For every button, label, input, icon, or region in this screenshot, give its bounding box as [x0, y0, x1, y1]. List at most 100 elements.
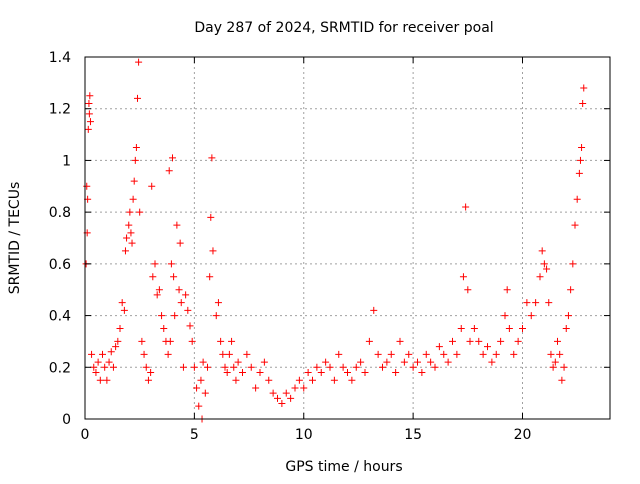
- data-point: [173, 221, 181, 229]
- data-point: [554, 337, 561, 345]
- data-point: [149, 273, 157, 281]
- data-point: [260, 358, 268, 366]
- data-point: [409, 363, 417, 371]
- data-point: [549, 363, 557, 371]
- data-point: [86, 118, 94, 126]
- data-point: [497, 337, 505, 345]
- data-point: [488, 358, 496, 366]
- data-point: [405, 350, 413, 358]
- data-point: [85, 100, 93, 108]
- data-point: [453, 350, 461, 358]
- data-point: [580, 84, 588, 92]
- data-point: [83, 182, 91, 190]
- data-point: [392, 368, 400, 376]
- data-point: [228, 337, 236, 345]
- data-point: [466, 337, 474, 345]
- data-point: [475, 337, 483, 345]
- data-point: [209, 247, 217, 255]
- data-point: [484, 343, 491, 351]
- data-point: [265, 376, 273, 384]
- data-point: [243, 350, 251, 358]
- data-point: [335, 350, 343, 358]
- data-point: [457, 325, 465, 332]
- data-point: [199, 358, 207, 366]
- data-point: [153, 291, 161, 299]
- data-point: [147, 368, 155, 376]
- data-point: [519, 325, 526, 332]
- data-point: [396, 337, 404, 345]
- data-point: [123, 234, 131, 242]
- data-point: [193, 384, 201, 392]
- y-tick-label: 0.6: [49, 257, 71, 273]
- data-point: [126, 208, 134, 216]
- data-point: [230, 363, 238, 371]
- y-tick-label: 1.2: [49, 102, 71, 118]
- data-point: [114, 337, 122, 345]
- data-point: [195, 402, 203, 410]
- data-point: [221, 363, 229, 371]
- data-point: [131, 156, 139, 164]
- data-point: [188, 337, 196, 345]
- data-point: [136, 208, 144, 216]
- data-point: [223, 368, 231, 376]
- data-point: [291, 384, 299, 392]
- data-point: [175, 286, 183, 294]
- data-point: [418, 368, 426, 376]
- data-point: [278, 399, 286, 407]
- data-point: [400, 358, 408, 366]
- data-point: [107, 348, 115, 356]
- y-tick-label: 1.4: [49, 50, 71, 66]
- data-point: [219, 350, 227, 358]
- data-point: [164, 350, 172, 358]
- data-point: [540, 260, 548, 268]
- data-point: [567, 286, 575, 294]
- data-point: [556, 350, 564, 358]
- data-point: [184, 306, 192, 314]
- data-point: [99, 350, 106, 358]
- data-point: [135, 58, 143, 66]
- data-point: [129, 195, 137, 203]
- data-point: [105, 358, 113, 366]
- data-point: [169, 154, 176, 162]
- data-point: [414, 358, 421, 366]
- data-point: [176, 239, 184, 247]
- data-point: [431, 363, 439, 371]
- data-point: [462, 203, 470, 211]
- data-point: [116, 325, 124, 332]
- data-point: [560, 363, 568, 371]
- x-tick-label: 5: [190, 427, 199, 443]
- data-point: [309, 376, 316, 384]
- data-point: [121, 247, 129, 255]
- data-point: [171, 312, 179, 320]
- data-point: [132, 144, 140, 151]
- data-point: [435, 343, 443, 351]
- data-point: [578, 144, 586, 151]
- x-tick-label: 10: [295, 427, 313, 443]
- data-point: [422, 350, 430, 358]
- data-point: [140, 350, 148, 358]
- data-point: [576, 156, 584, 164]
- data-point: [103, 376, 111, 384]
- data-point: [523, 299, 531, 307]
- x-tick-label: 20: [514, 427, 532, 443]
- data-point: [536, 273, 544, 281]
- data-point: [86, 92, 94, 100]
- data-point: [120, 306, 128, 314]
- data-point: [545, 299, 553, 307]
- data-point: [127, 229, 135, 237]
- tick-layer: 0 5 10 15 20 0 0.2 0.4 0.6 0.8 1 1.2 1.4: [49, 50, 610, 443]
- data-point: [256, 368, 264, 376]
- data-point: [569, 260, 577, 268]
- data-point: [510, 350, 518, 358]
- data-point: [300, 384, 308, 392]
- x-tick-label: 0: [81, 427, 90, 443]
- y-axis-label: SRMTID / TECUs: [7, 182, 23, 295]
- data-point: [505, 325, 513, 332]
- x-tick-label: 15: [404, 427, 422, 443]
- data-point: [96, 376, 104, 384]
- data-point: [579, 100, 587, 108]
- data-point: [348, 376, 356, 384]
- data-point: [225, 350, 233, 358]
- data-point: [361, 368, 369, 376]
